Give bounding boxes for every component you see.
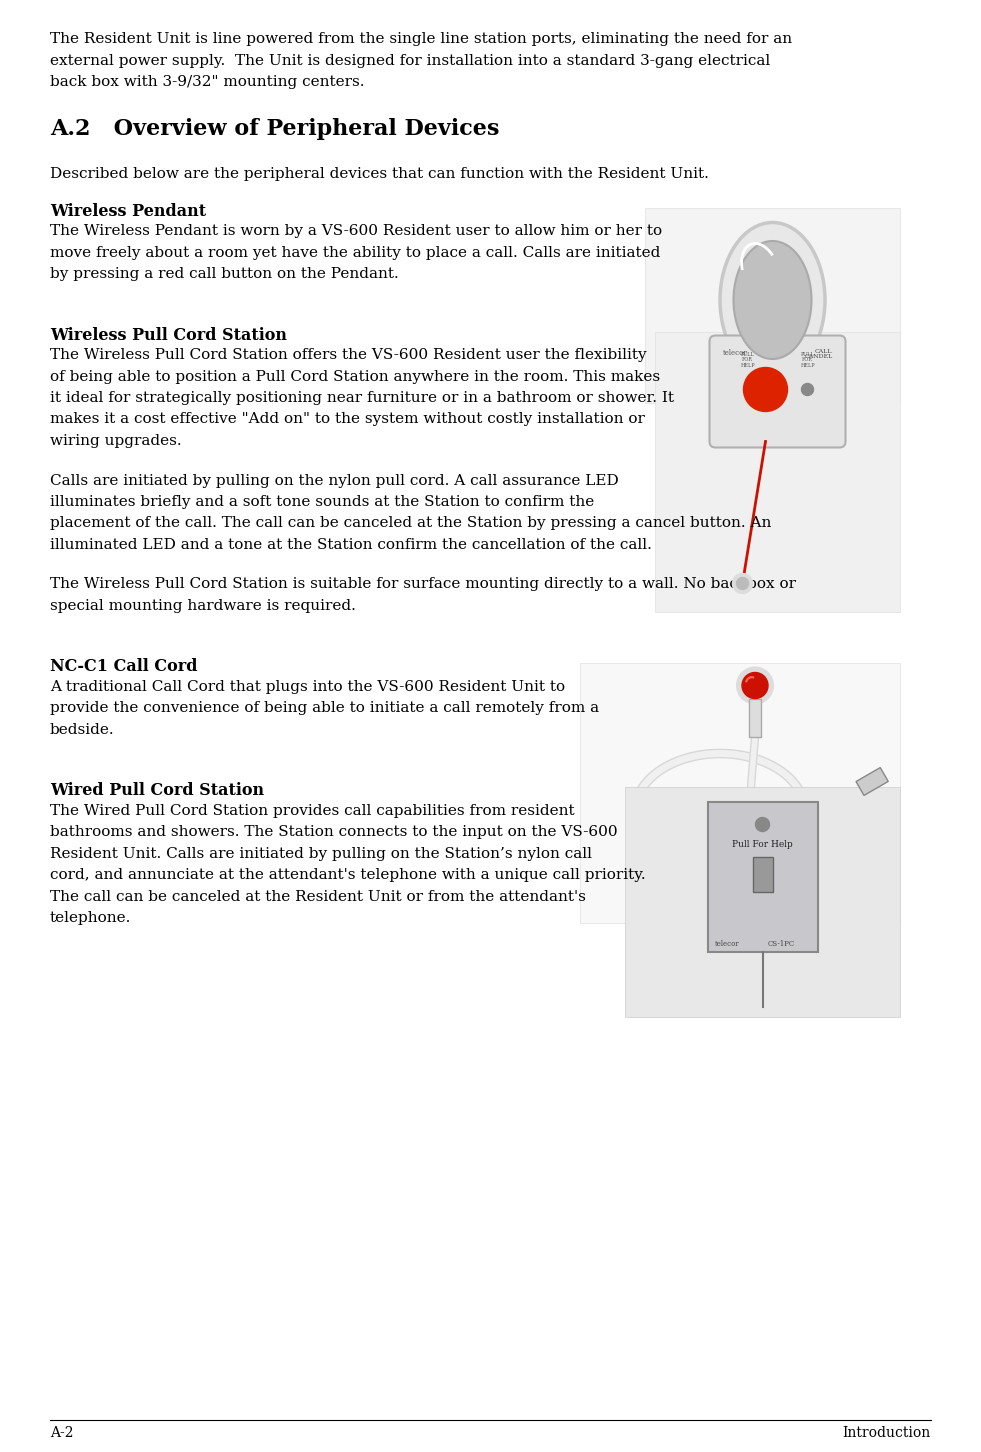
Circle shape xyxy=(801,383,813,395)
Circle shape xyxy=(755,817,769,832)
Text: of being able to position a Pull Cord Station anywhere in the room. This makes: of being able to position a Pull Cord St… xyxy=(50,369,660,383)
Text: telephone.: telephone. xyxy=(50,912,131,925)
Text: telecor: telecor xyxy=(722,348,748,357)
Text: Wireless Pull Cord Station: Wireless Pull Cord Station xyxy=(50,327,287,344)
Bar xyxy=(749,700,761,738)
FancyBboxPatch shape xyxy=(709,335,846,447)
Circle shape xyxy=(737,668,773,704)
Text: bedside.: bedside. xyxy=(50,723,115,738)
Text: Introduction: Introduction xyxy=(843,1426,931,1440)
Text: The Wireless Pendant is worn by a VS-600 Resident user to allow him or her to: The Wireless Pendant is worn by a VS-600… xyxy=(50,224,662,238)
Text: Wired Pull Cord Station: Wired Pull Cord Station xyxy=(50,783,264,800)
Text: CS-1PC: CS-1PC xyxy=(767,941,795,948)
Bar xyxy=(856,768,888,796)
Text: it ideal for strategically positioning near furniture or in a bathroom or shower: it ideal for strategically positioning n… xyxy=(50,391,674,405)
Bar xyxy=(707,803,817,953)
Ellipse shape xyxy=(734,241,811,359)
Text: illuminated LED and a tone at the Station confirm the cancellation of the call.: illuminated LED and a tone at the Statio… xyxy=(50,539,652,552)
Text: special mounting hardware is required.: special mounting hardware is required. xyxy=(50,600,356,613)
FancyBboxPatch shape xyxy=(645,208,900,402)
Circle shape xyxy=(742,672,768,698)
Text: by pressing a red call button on the Pendant.: by pressing a red call button on the Pen… xyxy=(50,267,398,282)
Text: PULL
FOR
HELP: PULL FOR HELP xyxy=(800,351,815,369)
Text: cord, and annunciate at the attendant's telephone with a unique call priority.: cord, and annunciate at the attendant's … xyxy=(50,868,645,883)
Text: PULL
FOR
HELP: PULL FOR HELP xyxy=(741,351,754,369)
Text: A traditional Call Cord that plugs into the VS-600 Resident Unit to: A traditional Call Cord that plugs into … xyxy=(50,680,565,694)
Text: telecor: telecor xyxy=(714,941,740,948)
Text: Calls are initiated by pulling on the nylon pull cord. A call assurance LED: Calls are initiated by pulling on the ny… xyxy=(50,473,619,488)
Text: Described below are the peripheral devices that can function with the Resident U: Described below are the peripheral devic… xyxy=(50,167,709,180)
FancyBboxPatch shape xyxy=(625,787,900,1018)
Ellipse shape xyxy=(720,222,825,378)
Text: The call can be canceled at the Resident Unit or from the attendant's: The call can be canceled at the Resident… xyxy=(50,890,586,905)
Text: move freely about a room yet have the ability to place a call. Calls are initiat: move freely about a room yet have the ab… xyxy=(50,245,660,260)
Text: The Resident Unit is line powered from the single line station ports, eliminatin: The Resident Unit is line powered from t… xyxy=(50,32,792,46)
FancyBboxPatch shape xyxy=(655,331,900,611)
Text: Wireless Pendant: Wireless Pendant xyxy=(50,202,206,219)
Text: bathrooms and showers. The Station connects to the input on the VS-600: bathrooms and showers. The Station conne… xyxy=(50,826,618,839)
Text: The Wireless Pull Cord Station is suitable for surface mounting directly to a wa: The Wireless Pull Cord Station is suitab… xyxy=(50,578,796,591)
Text: illuminates briefly and a soft tone sounds at the Station to confirm the: illuminates briefly and a soft tone soun… xyxy=(50,495,594,510)
Text: provide the convenience of being able to initiate a call remotely from a: provide the convenience of being able to… xyxy=(50,701,599,716)
Circle shape xyxy=(737,578,749,590)
Text: Resident Unit. Calls are initiated by pulling on the Station’s nylon call: Resident Unit. Calls are initiated by pu… xyxy=(50,847,592,861)
Text: back box with 3-9/32" mounting centers.: back box with 3-9/32" mounting centers. xyxy=(50,76,365,89)
Text: Pull For Help: Pull For Help xyxy=(732,841,793,849)
Text: external power supply.  The Unit is designed for installation into a standard 3-: external power supply. The Unit is desig… xyxy=(50,54,770,67)
Text: The Wired Pull Cord Station provides call capabilities from resident: The Wired Pull Cord Station provides cal… xyxy=(50,804,575,817)
Text: The Wireless Pull Cord Station offers the VS-600 Resident user the flexibility: The Wireless Pull Cord Station offers th… xyxy=(50,348,646,362)
Text: placement of the call. The call can be canceled at the Station by pressing a can: placement of the call. The call can be c… xyxy=(50,517,771,530)
Circle shape xyxy=(733,574,752,594)
Text: wiring upgrades.: wiring upgrades. xyxy=(50,434,181,449)
Bar xyxy=(752,858,772,893)
Text: makes it a cost effective "Add on" to the system without costly installation or: makes it a cost effective "Add on" to th… xyxy=(50,412,645,427)
Text: NC-C1 Call Cord: NC-C1 Call Cord xyxy=(50,659,197,675)
FancyBboxPatch shape xyxy=(580,664,900,923)
Text: A-2: A-2 xyxy=(50,1426,74,1440)
Text: A.2   Overview of Peripheral Devices: A.2 Overview of Peripheral Devices xyxy=(50,119,499,141)
Text: CALL
CANDEL: CALL CANDEL xyxy=(804,348,833,359)
Circle shape xyxy=(744,367,788,411)
